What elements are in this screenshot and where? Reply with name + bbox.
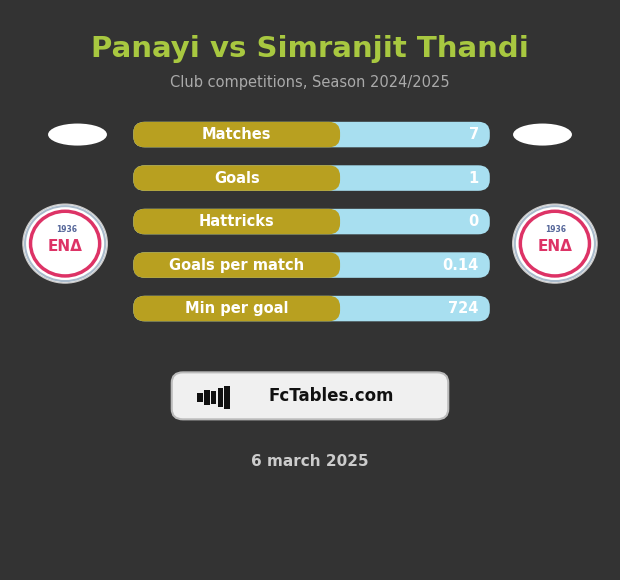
Circle shape bbox=[23, 204, 107, 283]
FancyBboxPatch shape bbox=[197, 393, 203, 403]
Text: FcTables.com: FcTables.com bbox=[268, 387, 394, 405]
Text: ΕΝΔ: ΕΝΔ bbox=[48, 240, 82, 254]
FancyBboxPatch shape bbox=[133, 209, 490, 234]
FancyBboxPatch shape bbox=[133, 252, 490, 278]
FancyBboxPatch shape bbox=[133, 296, 340, 321]
FancyBboxPatch shape bbox=[133, 209, 340, 234]
FancyBboxPatch shape bbox=[133, 122, 340, 147]
Text: 7: 7 bbox=[469, 127, 479, 142]
FancyBboxPatch shape bbox=[218, 388, 223, 407]
Text: Matches: Matches bbox=[202, 127, 272, 142]
Text: Goals: Goals bbox=[214, 171, 260, 186]
FancyBboxPatch shape bbox=[211, 391, 216, 404]
FancyBboxPatch shape bbox=[204, 390, 210, 405]
FancyBboxPatch shape bbox=[133, 165, 340, 191]
Text: 0.14: 0.14 bbox=[443, 258, 479, 273]
Text: 1936: 1936 bbox=[546, 225, 567, 234]
FancyBboxPatch shape bbox=[133, 122, 490, 147]
Text: 724: 724 bbox=[448, 301, 479, 316]
Text: Goals per match: Goals per match bbox=[169, 258, 304, 273]
Text: 1936: 1936 bbox=[56, 225, 77, 234]
Ellipse shape bbox=[48, 124, 107, 146]
Text: Hattricks: Hattricks bbox=[199, 214, 275, 229]
Text: Panayi vs Simranjit Thandi: Panayi vs Simranjit Thandi bbox=[91, 35, 529, 63]
Text: ΕΝΔ: ΕΝΔ bbox=[538, 240, 572, 254]
Text: Min per goal: Min per goal bbox=[185, 301, 288, 316]
Text: 6 march 2025: 6 march 2025 bbox=[251, 454, 369, 469]
FancyBboxPatch shape bbox=[133, 165, 490, 191]
FancyBboxPatch shape bbox=[224, 386, 230, 409]
Text: Club competitions, Season 2024/2025: Club competitions, Season 2024/2025 bbox=[170, 75, 450, 90]
Ellipse shape bbox=[513, 124, 572, 146]
Text: 1: 1 bbox=[468, 171, 479, 186]
FancyBboxPatch shape bbox=[133, 296, 490, 321]
FancyBboxPatch shape bbox=[172, 372, 448, 419]
Circle shape bbox=[513, 204, 597, 283]
Text: 0: 0 bbox=[468, 214, 479, 229]
FancyBboxPatch shape bbox=[133, 252, 340, 278]
